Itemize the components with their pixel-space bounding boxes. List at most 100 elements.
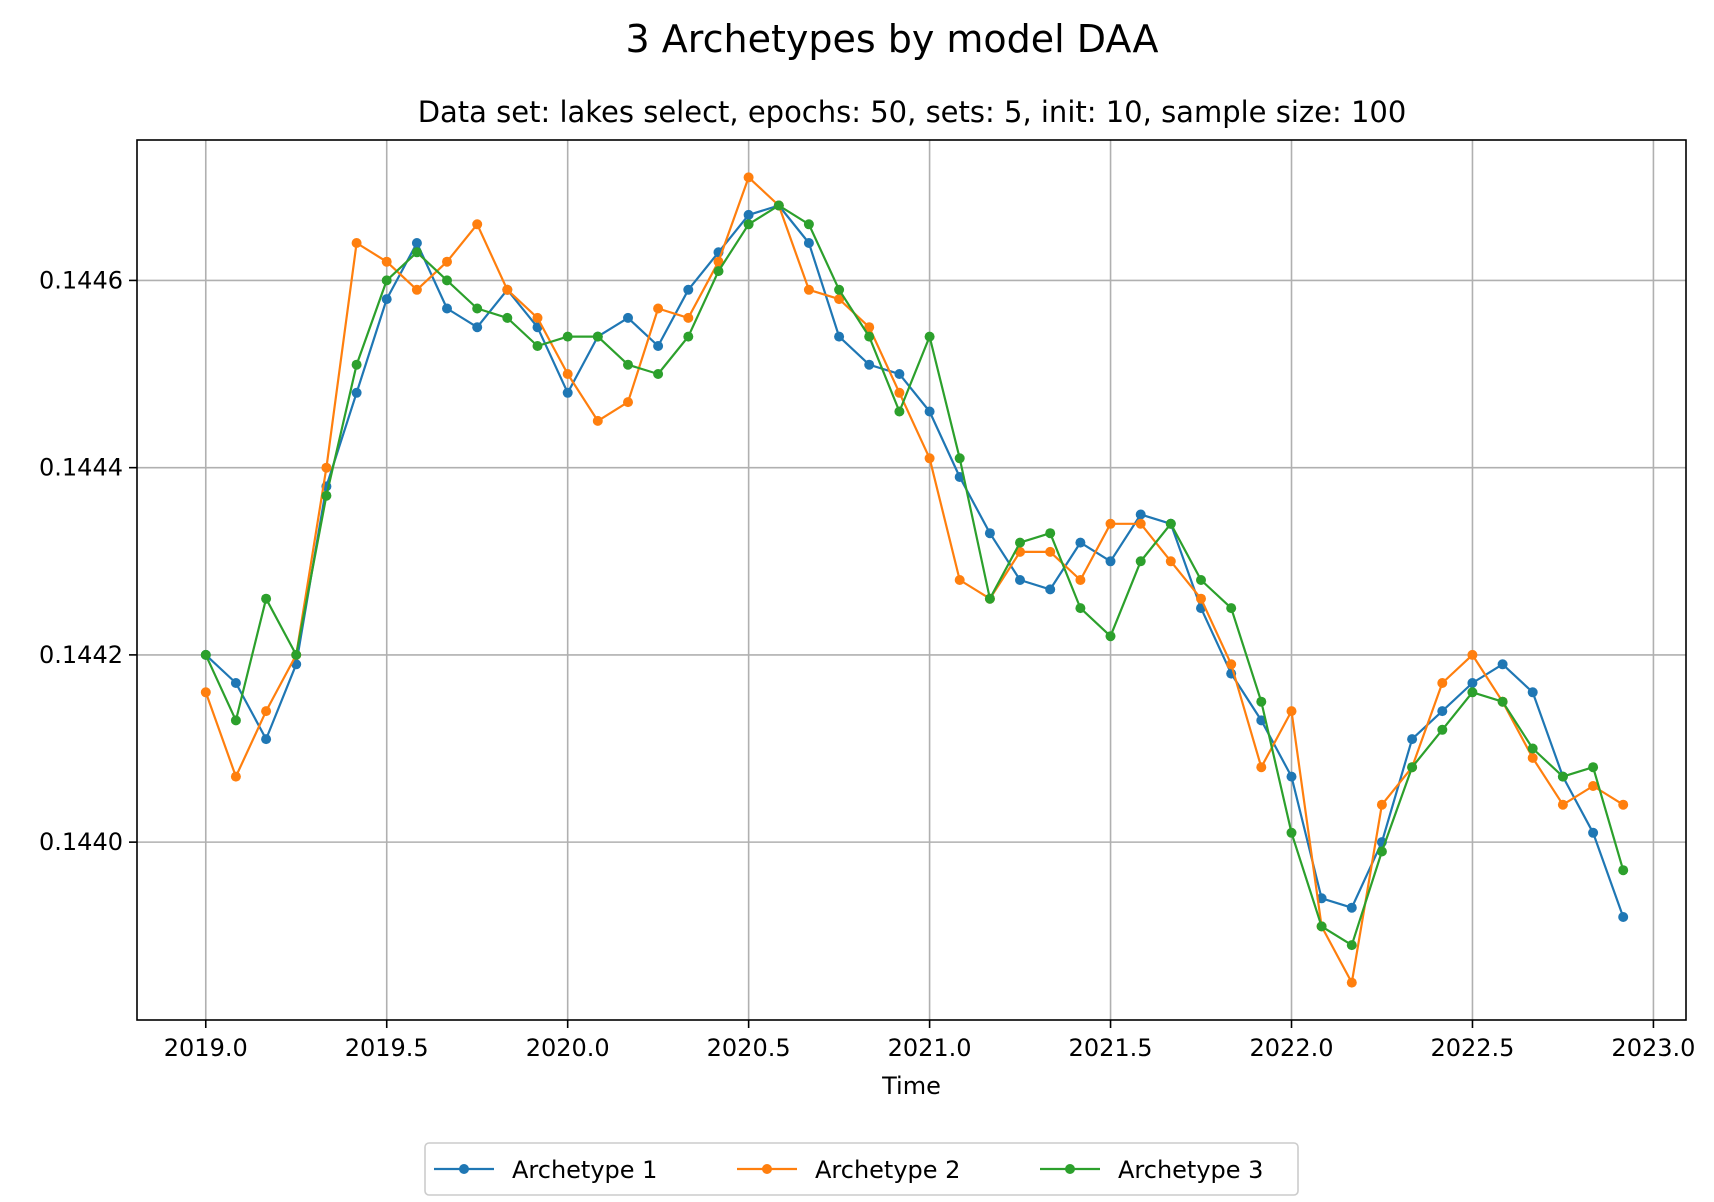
legend-box <box>424 1142 1299 1196</box>
legend-swatch-marker <box>1065 1164 1075 1174</box>
data-point <box>683 331 694 342</box>
data-point <box>1527 687 1538 698</box>
y-tick-label: 0.1442 <box>39 641 123 669</box>
data-point <box>864 359 875 370</box>
data-point <box>623 312 633 323</box>
data-point <box>1135 518 1146 529</box>
data-point <box>411 238 422 248</box>
data-point <box>864 331 875 342</box>
data-point <box>351 359 362 370</box>
data-point <box>1407 734 1418 745</box>
x-tick-label: 2020.5 <box>707 1034 791 1062</box>
data-point <box>1075 575 1086 585</box>
legend-label: Archetype 3 <box>1118 1156 1263 1184</box>
data-point <box>1256 762 1267 773</box>
data-point <box>984 593 995 604</box>
data-point <box>1618 799 1629 810</box>
legend-item: Archetype 3 <box>1040 1156 1263 1184</box>
data-point <box>834 294 845 305</box>
data-point <box>1135 509 1146 520</box>
data-point <box>381 294 392 305</box>
data-point <box>1135 556 1146 567</box>
data-point <box>381 256 392 267</box>
data-point <box>472 219 483 230</box>
data-point <box>1527 743 1538 754</box>
data-point <box>411 247 422 258</box>
series-line <box>205 204 1625 918</box>
data-point <box>1497 696 1508 707</box>
data-point <box>502 312 513 323</box>
data-point <box>502 284 513 295</box>
y-tick-label: 0.1444 <box>39 454 123 482</box>
data-point <box>924 406 935 417</box>
data-point <box>1226 603 1237 614</box>
data-point <box>623 397 633 408</box>
data-point <box>623 359 633 370</box>
x-tick-label: 2023.0 <box>1611 1034 1695 1062</box>
data-point <box>1015 575 1025 585</box>
data-point <box>713 256 724 267</box>
data-point <box>834 284 845 295</box>
data-point <box>984 528 995 539</box>
legend-swatch-marker <box>762 1164 772 1174</box>
legend-label: Archetype 2 <box>815 1156 960 1184</box>
x-tick-label: 2019.5 <box>345 1034 429 1062</box>
data-point <box>1015 537 1025 548</box>
data-point <box>924 453 935 464</box>
data-point <box>1105 631 1116 642</box>
data-point <box>683 284 694 295</box>
data-point <box>532 312 543 323</box>
data-point <box>1165 556 1176 567</box>
data-point <box>894 387 905 398</box>
data-point <box>1588 781 1599 791</box>
data-point <box>411 284 422 295</box>
data-point <box>291 649 302 660</box>
data-point <box>1196 575 1206 585</box>
data-point <box>924 331 935 342</box>
data-point <box>1256 715 1267 726</box>
data-point <box>321 462 332 473</box>
x-tick-label: 2022.0 <box>1250 1034 1334 1062</box>
data-point <box>1437 706 1448 717</box>
data-point <box>653 303 664 314</box>
data-point <box>743 219 754 230</box>
data-point <box>230 678 241 688</box>
data-point <box>1346 902 1357 913</box>
data-point <box>894 369 905 379</box>
data-point <box>562 369 573 379</box>
data-point <box>562 387 573 398</box>
data-point <box>1346 977 1357 988</box>
data-point <box>1376 799 1387 810</box>
data-point <box>261 706 272 717</box>
data-point <box>200 649 211 660</box>
plot-series <box>200 172 1629 988</box>
data-point <box>1467 678 1478 688</box>
data-point <box>743 209 754 220</box>
data-point <box>532 341 543 351</box>
data-point <box>1588 762 1599 773</box>
data-point <box>1376 846 1387 857</box>
data-point <box>1467 649 1478 660</box>
data-point <box>1075 603 1086 614</box>
data-point <box>321 490 332 501</box>
data-point <box>230 715 241 726</box>
data-point <box>803 284 814 295</box>
data-point <box>1105 518 1116 529</box>
data-point <box>1557 799 1568 810</box>
data-point <box>1346 940 1357 951</box>
data-point <box>1618 865 1629 876</box>
x-tick-label: 2022.5 <box>1430 1034 1514 1062</box>
x-tick-label: 2021.0 <box>888 1034 972 1062</box>
data-point <box>351 238 362 248</box>
data-point <box>1256 696 1267 707</box>
plot-frame <box>136 139 1687 1021</box>
data-point <box>442 303 452 314</box>
data-point <box>1437 678 1448 688</box>
data-point <box>713 266 724 277</box>
chart-title: 3 Archetypes by model DAA <box>626 17 1159 61</box>
data-point <box>653 341 664 351</box>
data-point <box>1437 724 1448 735</box>
x-tick-label: 2021.5 <box>1069 1034 1153 1062</box>
legend-item: Archetype 2 <box>737 1156 960 1184</box>
